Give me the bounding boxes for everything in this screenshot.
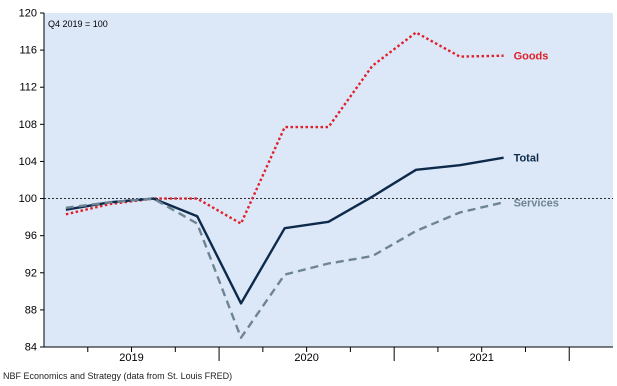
axes: 8488929610010410811211612020192020202120… bbox=[19, 8, 613, 364]
y-tick-label: 112 bbox=[19, 82, 37, 94]
y-tick-label: 120 bbox=[19, 8, 37, 20]
y-tick-label: 84 bbox=[25, 342, 37, 354]
series-line-total bbox=[65, 156, 504, 305]
y-tick-label: 92 bbox=[25, 267, 37, 279]
series-label-services: Services bbox=[514, 197, 559, 209]
y-tick-label: 116 bbox=[19, 45, 37, 57]
x-year-label: 2020 bbox=[294, 352, 318, 364]
x-year-label: 2021 bbox=[469, 352, 493, 364]
series-label-total: Total bbox=[514, 153, 539, 165]
y-tick-label: 96 bbox=[25, 230, 37, 242]
plot-area bbox=[44, 13, 613, 347]
y-tick-label: 108 bbox=[19, 119, 37, 131]
series-lines bbox=[65, 31, 504, 339]
y-tick-label: 88 bbox=[25, 304, 37, 316]
source-note: NBF Economics and Strategy (data from St… bbox=[3, 371, 233, 381]
x-year-label: 2019 bbox=[119, 352, 143, 364]
series-label-goods: Goods bbox=[514, 51, 549, 63]
index-annotation: Q4 2019 = 100 bbox=[48, 19, 108, 29]
y-tick-label: 104 bbox=[19, 156, 37, 168]
series-labels: Goods Total Services bbox=[514, 51, 559, 210]
y-tick-label: 100 bbox=[19, 193, 37, 205]
